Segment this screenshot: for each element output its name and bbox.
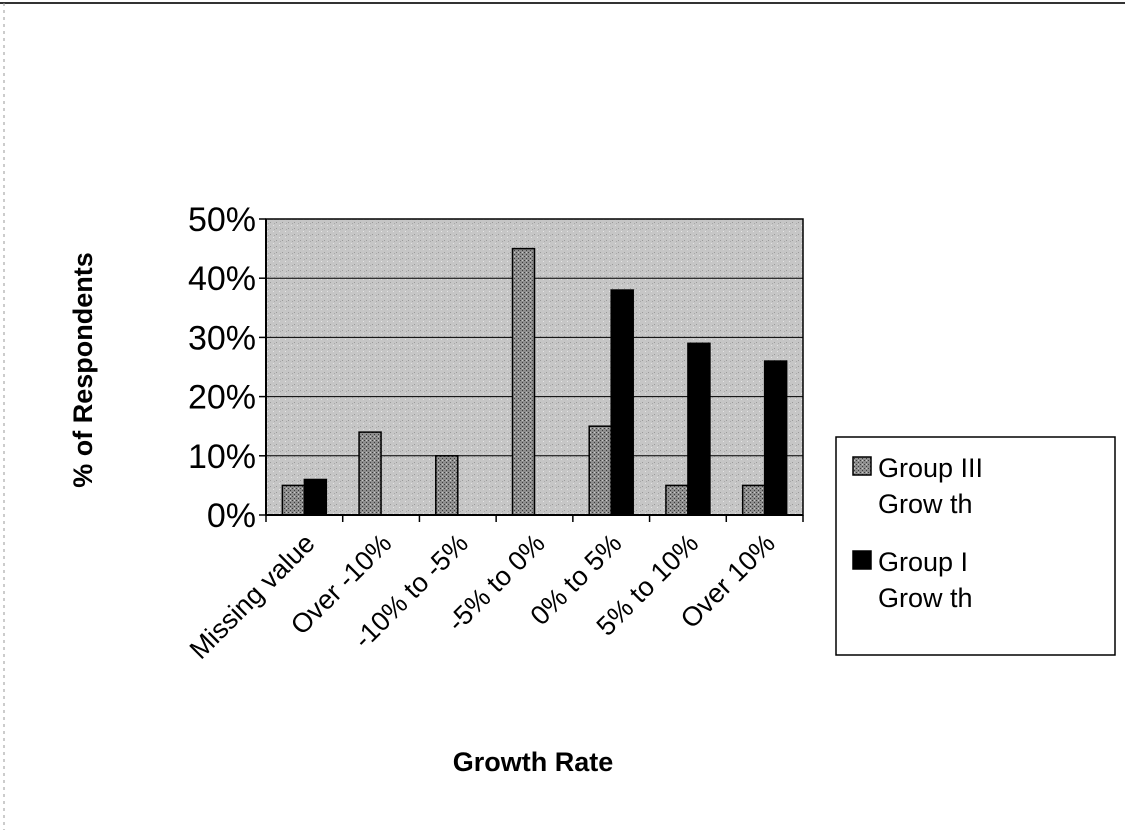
bar-group-iii (281, 484, 306, 516)
legend-swatch (852, 456, 872, 476)
legend-label: Grow th (878, 489, 973, 519)
y-axis-title: % of Respondents (68, 252, 98, 488)
legend-box (835, 436, 1116, 656)
bar-group-iii (511, 247, 536, 516)
bar-group-i (687, 342, 711, 516)
y-tick-label: 10% (188, 438, 256, 476)
bar-group-i (303, 478, 328, 516)
legend-label: Group III (878, 453, 983, 483)
y-tick-label: 0% (207, 497, 256, 535)
x-category-label: Missing value (184, 528, 321, 665)
y-tick-label: 50% (188, 201, 256, 239)
y-tick-label: 20% (188, 379, 256, 417)
bar-group-iii (741, 484, 766, 516)
bar-group-iii (588, 425, 612, 516)
bar-group-i (610, 289, 634, 516)
y-tick-labels: 0% 10% 20% 30% 40% 50% (188, 201, 256, 535)
axes (259, 218, 804, 522)
legend-label: Group I (878, 547, 968, 577)
bar-group-iii (665, 484, 689, 516)
bars (281, 247, 788, 516)
x-axis-title: Growth Rate (453, 747, 614, 777)
legend: Group III Grow th Group I Grow th (835, 436, 1116, 656)
y-tick-label: 40% (188, 260, 256, 298)
y-tick-label: 30% (188, 319, 256, 357)
legend-swatch (852, 550, 872, 570)
bar-group-i (763, 360, 788, 516)
bar-group-iii (358, 431, 382, 516)
legend-label: Grow th (878, 583, 973, 613)
bar-group-iii (435, 455, 459, 516)
